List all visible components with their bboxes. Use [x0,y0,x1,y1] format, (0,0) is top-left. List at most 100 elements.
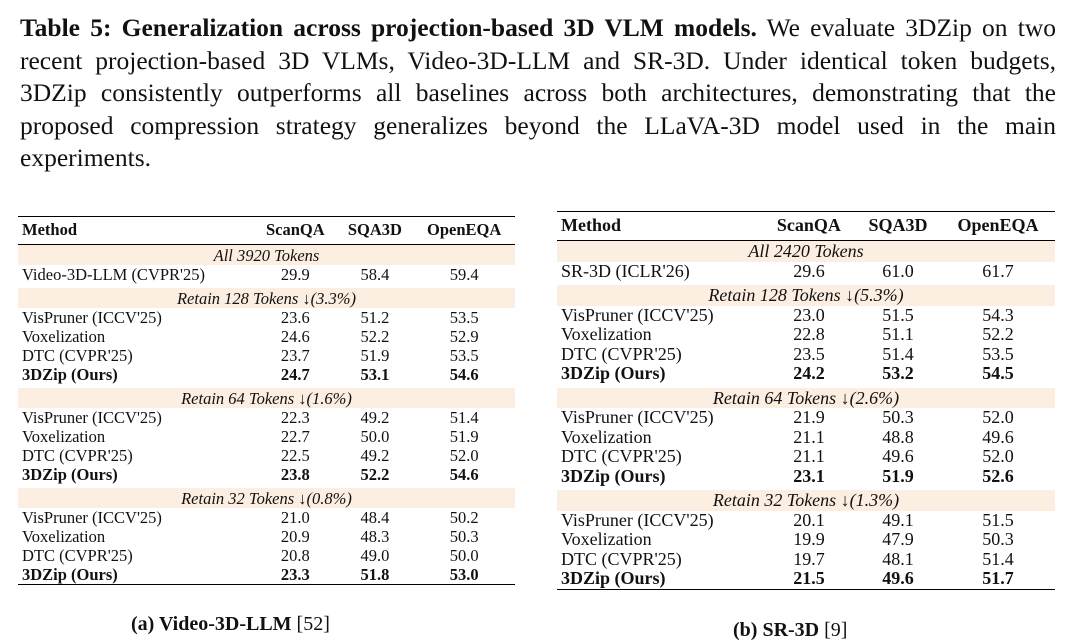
group-title: Retain 32 Tokens ↓(1.3%) [557,486,1055,511]
results-table-b: Method ScanQA SQA3D OpenEQA All 2420 Tok… [557,211,1055,590]
group-title: All 2420 Tokens [557,240,1055,262]
header-row: Method ScanQA SQA3D OpenEQA [557,211,1055,241]
table-row-ours: 3DZip (Ours) 24.2 53.2 54.5 [557,363,1055,386]
column-header-openeqa: OpenEQA [427,220,502,239]
cell-openeqa: 52.2 [982,324,1014,344]
cell-method: Voxelization [561,324,652,344]
cell-scanqa: 21.1 [793,446,825,466]
subcaption-a: (a) Video-3D-LLM [52] [131,613,330,636]
cell-openeqa: 51.5 [982,509,1014,530]
cell-openeqa: 49.6 [982,426,1014,447]
cell-method: Video-3D-LLM (CVPR'25) [22,265,206,284]
cell-sqa3d: 48.8 [882,426,914,447]
header-row: Method ScanQA SQA3D OpenEQA [18,216,515,245]
cell-method: 3DZip (Ours) [22,465,118,484]
group-title: Retain 64 Tokens ↓(1.6%) [18,384,515,408]
table-row: Voxelization 24.6 52.2 52.9 [18,327,515,346]
table-row: VisPruner (ICCV'25) 23.6 51.2 53.5 [18,308,515,327]
cell-method: Voxelization [561,426,652,447]
group-header-row: Retain 64 Tokens ↓(2.6%) [557,383,1055,408]
cell-sqa3d: 49.1 [882,509,914,530]
cell-method: DTC (CVPR'25) [22,546,133,565]
cell-sqa3d: 52.2 [360,465,390,484]
cell-openeqa: 54.3 [982,304,1014,325]
cell-scanqa: 29.9 [280,265,310,284]
column-header-scanqa: ScanQA [265,220,325,239]
column-header-scanqa: ScanQA [776,215,841,235]
column-header-sqa3d: SQA3D [347,220,402,239]
cell-scanqa: 22.5 [280,446,310,465]
cell-openeqa: 50.2 [449,508,479,527]
table-group: Retain 64 Tokens ↓(2.6%) VisPruner (ICCV'… [557,383,1055,488]
subcaption-b-ref: [9] [824,619,848,641]
cell-sqa3d: 53.1 [360,365,390,384]
cell-method: VisPruner (ICCV'25) [561,509,714,530]
cell-scanqa: 24.7 [280,365,310,384]
cell-openeqa: 52.0 [982,446,1014,466]
cell-sqa3d: 50.0 [360,427,390,446]
cell-scanqa: 21.1 [793,426,825,447]
group-header-row: Retain 128 Tokens ↓(5.3%) [557,281,1055,306]
cell-sqa3d: 51.1 [882,324,914,344]
cell-sqa3d: 51.2 [360,308,390,327]
table-caption: Table 5: Generalization across projectio… [20,12,1056,175]
table-row-ours: 3DZip (Ours) 23.3 51.8 53.0 [18,565,515,585]
cell-sqa3d: 52.2 [360,327,390,346]
cell-sqa3d: 61.0 [882,260,914,281]
cell-scanqa: 20.1 [793,509,825,530]
group-title: Retain 32 Tokens ↓(0.8%) [18,484,515,508]
cell-method: DTC (CVPR'25) [561,446,682,466]
cell-openeqa: 53.5 [982,343,1014,364]
table-row: DTC (CVPR'25) 20.8 49.0 50.0 [18,546,515,565]
table-row: DTC (CVPR'25) 19.7 48.1 51.4 [557,548,1055,570]
cell-scanqa: 19.7 [793,548,825,569]
cell-method: VisPruner (ICCV'25) [22,308,162,327]
group-header-row: Retain 128 Tokens ↓(3.3%) [18,284,515,308]
cell-sqa3d: 48.1 [882,548,914,569]
cell-openeqa: 54.6 [449,465,479,484]
cell-openeqa: 50.0 [449,546,479,565]
group-header-row: Retain 32 Tokens ↓(0.8%) [18,484,515,508]
cell-method: DTC (CVPR'25) [22,346,133,365]
cell-scanqa: 23.0 [793,304,825,325]
cell-openeqa: 51.4 [982,548,1014,569]
column-header-method: Method [22,220,77,239]
cell-method: 3DZip (Ours) [22,565,118,584]
cell-sqa3d: 58.4 [360,265,390,284]
cell-openeqa: 59.4 [449,265,479,284]
cell-method: 3DZip (Ours) [561,465,666,486]
table-group: Retain 128 Tokens ↓(3.3%) VisPruner (ICCV… [18,284,515,386]
cell-openeqa: 54.6 [449,365,479,384]
group-header-row: Retain 32 Tokens ↓(1.3%) [557,486,1055,511]
cell-openeqa: 50.3 [449,527,479,546]
cell-openeqa: 52.0 [449,446,479,465]
cell-method: 3DZip (Ours) [561,363,666,383]
cell-scanqa: 21.9 [793,407,825,427]
cell-scanqa: 24.6 [280,327,310,346]
cell-sqa3d: 49.6 [882,568,914,588]
cell-scanqa: 20.9 [280,527,310,546]
cell-openeqa: 50.3 [982,529,1014,549]
cell-scanqa: 22.7 [280,427,310,446]
table-row: VisPruner (ICCV'25) 21.0 48.4 50.2 [18,508,515,527]
cell-scanqa: 21.0 [280,508,310,527]
subcaption-b-label: (b) SR-3D [733,619,820,641]
table-row: VisPruner (ICCV'25) 23.0 51.5 54.3 [557,304,1055,326]
cell-sqa3d: 49.2 [360,408,390,427]
cell-sqa3d: 53.2 [882,363,914,383]
table-group: Retain 32 Tokens ↓(0.8%) VisPruner (ICCV'… [18,484,515,585]
cell-method: Voxelization [22,527,106,546]
table-row: Video-3D-LLM (CVPR'25) 29.9 58.4 59.4 [18,265,515,286]
table-row: Voxelization 21.1 48.8 49.6 [557,426,1055,448]
cell-scanqa: 23.3 [280,565,310,584]
cell-sqa3d: 51.5 [882,304,914,325]
subcaption-a-label: (a) Video-3D-LLM [131,613,292,635]
table-row: Voxelization 20.9 48.3 50.3 [18,527,515,546]
cell-sqa3d: 50.3 [882,407,914,427]
cell-sqa3d: 48.4 [360,508,390,527]
caption-text: We evaluate 3DZip on two recent projecti… [20,13,1056,172]
group-header-row: All 3920 Tokens [18,244,515,265]
cell-scanqa: 22.3 [280,408,310,427]
table-sr-3d: Method ScanQA SQA3D OpenEQA All 2420 Tok… [557,211,1055,590]
table-row-ours: 3DZip (Ours) 23.8 52.2 54.6 [18,465,515,486]
